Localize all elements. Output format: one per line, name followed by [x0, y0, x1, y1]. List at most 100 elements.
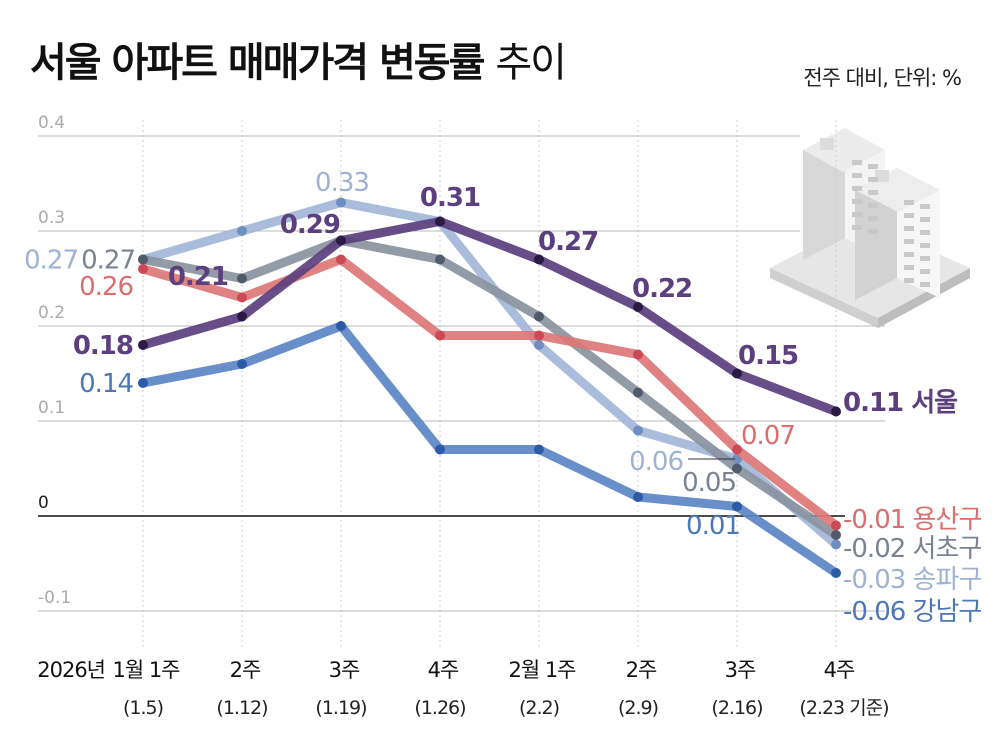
x-tick-label: 2주	[230, 658, 261, 682]
window-icon	[868, 190, 878, 195]
data-point	[336, 197, 346, 208]
y-tick-label: -0.1	[38, 588, 71, 608]
series-line-서울	[138, 217, 841, 416]
data-point	[534, 254, 544, 265]
y-tick-label: 0.3	[38, 208, 65, 228]
data-point	[732, 444, 742, 455]
window-icon	[904, 252, 914, 257]
data-point	[534, 311, 544, 322]
x-tick-date: (2.9)	[618, 697, 658, 719]
data-point	[237, 292, 247, 303]
series-line-용산구	[138, 255, 841, 530]
unit-note: 전주 대비, 단위: %	[803, 66, 962, 90]
x-tick-label: 4주	[824, 658, 855, 682]
x-tick-label: 2주	[626, 658, 657, 682]
data-point	[237, 273, 247, 284]
x-tick-label: 1월 1주	[112, 658, 180, 682]
data-point	[831, 568, 841, 578]
data-point	[633, 492, 643, 502]
data-point	[435, 444, 445, 455]
data-point	[534, 340, 544, 350]
data-point	[732, 501, 742, 512]
data-point	[336, 321, 346, 331]
data-label: 0.06	[629, 447, 683, 477]
window-icon	[852, 160, 862, 165]
window-icon	[868, 203, 878, 208]
data-point	[237, 359, 247, 369]
data-label: -0.02 서초구	[843, 534, 981, 564]
data-label: 0.07	[741, 421, 795, 451]
window-icon	[904, 200, 914, 205]
data-point	[732, 463, 742, 474]
data-point	[138, 254, 148, 265]
window-icon	[868, 177, 878, 182]
window-icon	[868, 164, 878, 169]
data-label: 0.05	[682, 468, 736, 498]
window-icon	[904, 213, 914, 218]
window-icon	[868, 216, 878, 221]
y-tick-label: 0.4	[38, 113, 65, 133]
data-point	[633, 425, 643, 436]
data-point	[237, 311, 247, 322]
data-label: -0.01 용산구	[843, 505, 981, 535]
x-tick-date: (1.5)	[123, 697, 163, 719]
data-point	[336, 235, 346, 246]
x-tick-label: 3주	[329, 658, 360, 682]
data-label: 0.31	[420, 183, 480, 213]
data-point	[633, 302, 643, 312]
y-tick-label: 0	[38, 493, 49, 513]
x-tick-date: (2.2)	[519, 697, 559, 719]
data-label: -0.06 강남구	[843, 597, 981, 627]
x-tick-date: (1.26)	[414, 697, 465, 719]
data-point	[633, 349, 643, 360]
data-label: 0.15	[738, 341, 798, 371]
data-point	[831, 530, 841, 540]
title-light: 추이	[495, 40, 567, 86]
window-icon	[920, 282, 930, 287]
window-icon	[852, 225, 862, 230]
x-year-prefix: 2026년	[37, 658, 105, 682]
window-icon	[852, 212, 862, 217]
data-point	[732, 368, 742, 379]
data-point	[435, 216, 445, 227]
data-label: 0.11 서울	[843, 388, 957, 418]
data-label: 0.22	[632, 274, 692, 304]
window-icon	[920, 230, 930, 235]
data-point	[534, 444, 544, 455]
x-tick-label: 4주	[428, 658, 459, 682]
x-tick-date: (2.23 기준)	[799, 697, 888, 719]
data-point	[336, 254, 346, 265]
window-icon	[904, 239, 914, 244]
data-label: 0.14	[79, 369, 133, 399]
window-icon	[904, 226, 914, 231]
data-point	[633, 387, 643, 398]
data-point	[831, 539, 841, 550]
data-label: -0.03 송파구	[843, 565, 981, 595]
data-label: 0.29	[280, 210, 340, 240]
data-label: 0.33	[315, 168, 369, 198]
data-point	[435, 254, 445, 265]
data-label: 0.27	[538, 227, 598, 257]
x-tick-date: (2.16)	[711, 697, 762, 719]
y-tick-label: 0.2	[38, 303, 65, 323]
data-label: 0.21	[168, 262, 228, 292]
data-label: 0.27	[81, 246, 135, 276]
window-icon	[920, 243, 930, 248]
data-point	[138, 378, 148, 388]
x-tick-date: (1.19)	[315, 697, 366, 719]
data-point	[237, 226, 247, 236]
chart-title: 서울 아파트 매매가격 변동률 추이	[30, 30, 567, 88]
window-icon	[920, 204, 930, 209]
title-bold: 서울 아파트 매매가격 변동률	[30, 40, 485, 86]
window-icon	[852, 199, 862, 204]
series-line-서초구	[138, 236, 841, 540]
data-point	[831, 520, 841, 531]
data-point	[435, 330, 445, 341]
data-point	[534, 330, 544, 341]
data-label: 0.27	[24, 246, 78, 276]
window-icon	[852, 186, 862, 191]
data-point	[831, 406, 841, 417]
window-icon	[852, 173, 862, 178]
window-icon	[920, 217, 930, 222]
